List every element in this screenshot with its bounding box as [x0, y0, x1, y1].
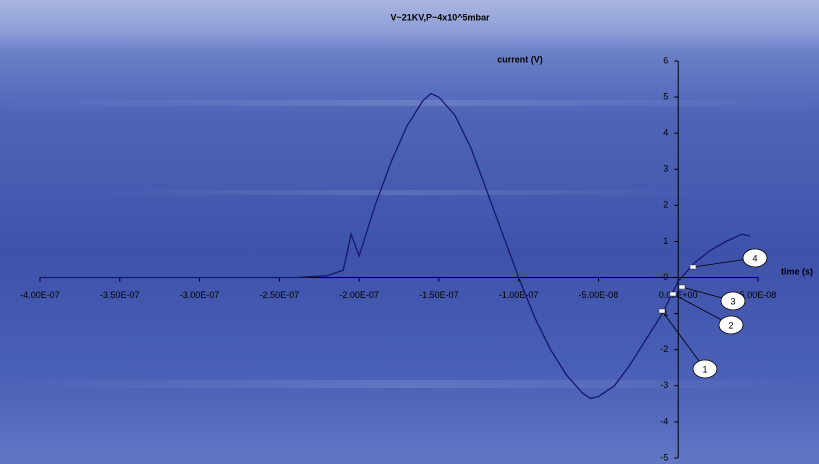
y-axis-label: current (V) — [497, 54, 543, 64]
x-tick-label: 0.00E+00 — [659, 290, 698, 300]
y-tick-label: -5 — [660, 452, 668, 462]
x-tick-label: -1.00E-07 — [499, 290, 539, 300]
x-axis-label: time (s) — [781, 266, 813, 276]
annotation-bubble — [692, 359, 718, 379]
chart-title: V~21KV,P~4x10^5mbar — [391, 12, 490, 22]
data-line — [40, 92, 751, 400]
annotation-label: 2 — [728, 320, 733, 330]
y-tick-label: 2 — [663, 200, 668, 210]
y-tick-label: 3 — [663, 164, 668, 174]
annotation-marker — [678, 284, 686, 290]
annotation-marker — [658, 308, 666, 314]
wave-streak — [100, 190, 700, 195]
annotation-leader — [661, 310, 706, 370]
wave-streak — [0, 100, 819, 106]
wave-streak — [0, 380, 819, 388]
x-tick-label: -1.50E-07 — [419, 290, 459, 300]
annotation-label: 1 — [702, 364, 707, 374]
x-tick-label: -3.00E-07 — [180, 290, 220, 300]
y-tick-label: -2 — [660, 344, 668, 354]
y-tick-label: -4 — [660, 416, 668, 426]
annotation-label: 4 — [752, 253, 757, 263]
annotation-bubble — [720, 291, 746, 311]
y-tick-label: 0 — [663, 272, 668, 282]
annotation-label: 3 — [730, 296, 735, 306]
x-tick-label: 5.00E-08 — [740, 290, 777, 300]
annotation-marker — [669, 291, 677, 297]
x-tick-label: -2.50E-07 — [260, 290, 300, 300]
annotation-marker — [689, 264, 697, 270]
y-tick-label: 6 — [663, 55, 668, 65]
x-tick-label: -3.50E-07 — [100, 290, 140, 300]
annotation-bubble — [742, 248, 768, 268]
y-tick-label: 4 — [663, 128, 668, 138]
x-tick-label: -4.00E-07 — [20, 290, 60, 300]
x-tick-label: -5.00E-08 — [579, 290, 619, 300]
x-tick-label: -2.00E-07 — [339, 290, 379, 300]
y-tick-label: 5 — [663, 91, 668, 101]
annotation-bubble — [718, 315, 744, 335]
y-tick-label: 1 — [663, 236, 668, 246]
y-tick-label: -3 — [660, 380, 668, 390]
